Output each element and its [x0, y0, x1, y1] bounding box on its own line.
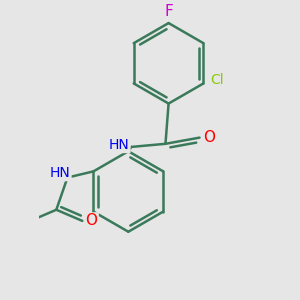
Text: F: F [164, 4, 173, 20]
Text: Cl: Cl [210, 73, 224, 87]
Text: HN: HN [109, 138, 130, 152]
Text: O: O [203, 130, 215, 145]
Text: O: O [85, 213, 98, 228]
Text: HN: HN [50, 166, 70, 180]
